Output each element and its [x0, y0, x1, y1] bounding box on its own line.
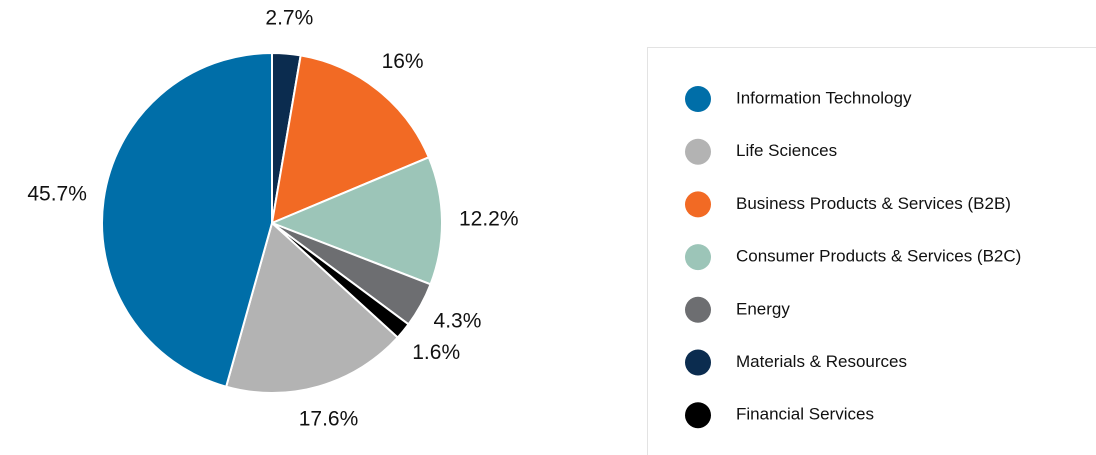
legend-swatch [685, 191, 711, 218]
pie-slice [101, 51, 273, 388]
slice-label: 45.7% [27, 183, 87, 206]
pie-slice [269, 155, 443, 286]
slice-label: 17.6% [299, 408, 359, 431]
legend-label: Financial Services [736, 405, 874, 424]
legend-label: Materials & Resources [736, 352, 907, 371]
legend-swatch [685, 86, 711, 112]
pie-slice [270, 54, 431, 225]
legend-swatch [685, 244, 711, 271]
legend-label: Information Technology [736, 88, 912, 107]
legend-box [647, 47, 1096, 455]
legend-swatch [685, 138, 711, 165]
legend-label: Business Products & Services (B2B) [736, 194, 1011, 213]
legend-swatch [685, 402, 711, 429]
legend-label: Energy [736, 299, 790, 318]
legend-label: Life Sciences [736, 141, 837, 160]
legend-label: Consumer Products & Services (B2C) [736, 247, 1021, 266]
legend-swatch [685, 349, 711, 376]
slice-label: 12.2% [459, 208, 519, 231]
legend-swatch [685, 296, 711, 323]
pie-slice [224, 221, 400, 394]
slice-label: 4.3% [434, 309, 482, 332]
slice-label: 16% [382, 50, 424, 73]
slice-label: 1.6% [412, 341, 460, 364]
slice-label: 2.7% [265, 6, 313, 29]
